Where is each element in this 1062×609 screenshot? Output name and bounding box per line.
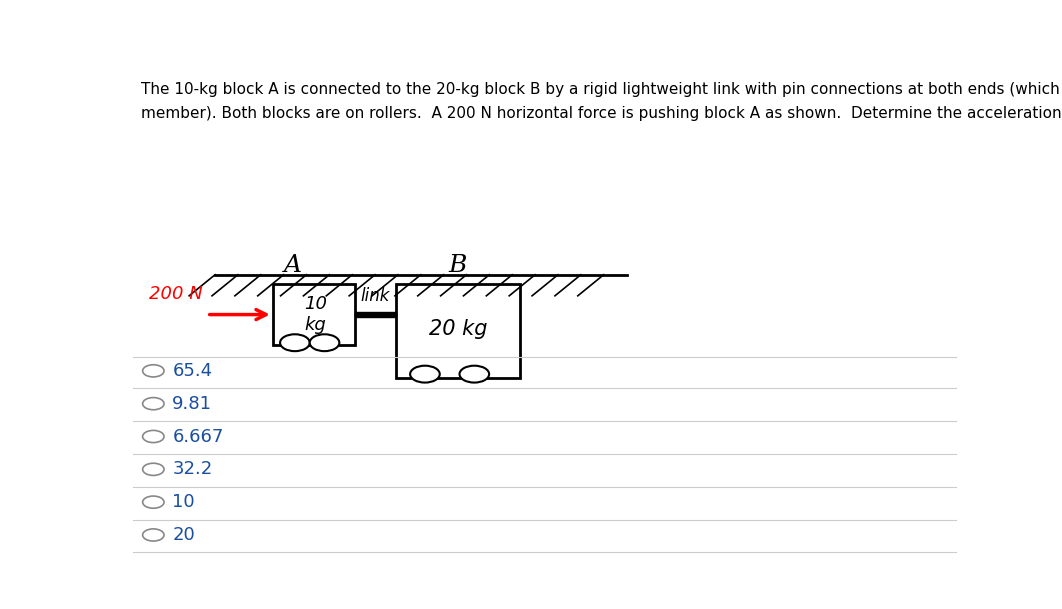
Circle shape	[142, 496, 164, 509]
Bar	[355, 312, 396, 317]
Circle shape	[142, 398, 164, 410]
Text: member). Both blocks are on rollers.  A 200 N horizontal force is pushing block : member). Both blocks are on rollers. A 2…	[141, 106, 1062, 121]
Text: A: A	[285, 254, 303, 277]
Circle shape	[142, 365, 164, 377]
Circle shape	[310, 334, 340, 351]
Text: 9.81: 9.81	[172, 395, 212, 413]
Circle shape	[280, 334, 310, 351]
Text: The 10-kg block A is connected to the 20-kg block B by a rigid lightweight link : The 10-kg block A is connected to the 20…	[141, 82, 1062, 97]
Circle shape	[460, 365, 490, 382]
Circle shape	[142, 431, 164, 443]
Text: B: B	[448, 254, 467, 277]
Text: 200 N: 200 N	[149, 285, 203, 303]
Text: 32.2: 32.2	[172, 460, 212, 478]
Text: 6.667: 6.667	[172, 428, 224, 446]
Bar	[396, 284, 519, 378]
Text: link: link	[361, 287, 390, 305]
Text: 20: 20	[172, 526, 195, 544]
Text: 10: 10	[172, 493, 195, 511]
Bar	[273, 284, 355, 345]
Text: 20 kg: 20 kg	[429, 319, 487, 339]
Text: 10
kg: 10 kg	[304, 295, 327, 334]
Circle shape	[142, 529, 164, 541]
Circle shape	[142, 463, 164, 476]
Circle shape	[410, 365, 440, 382]
Text: 65.4: 65.4	[172, 362, 212, 380]
